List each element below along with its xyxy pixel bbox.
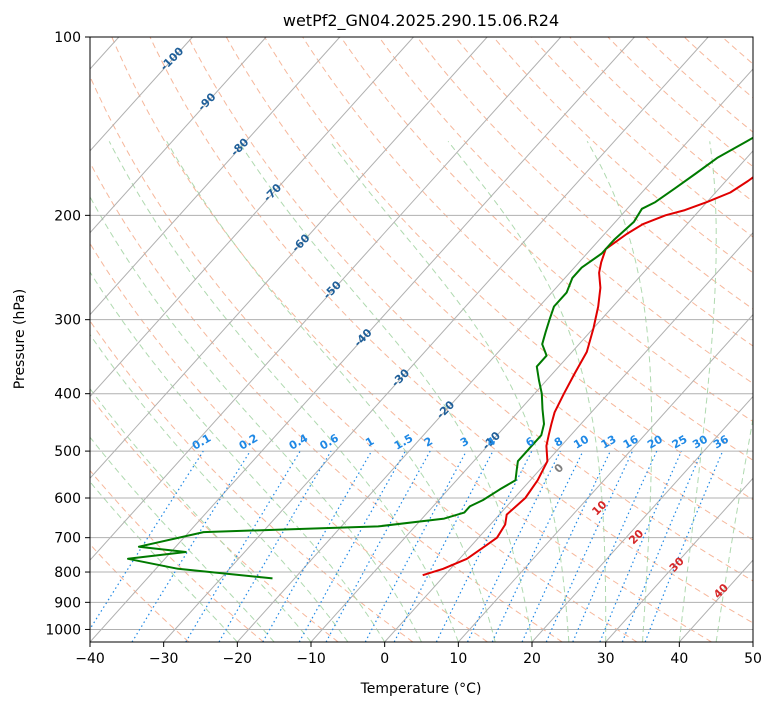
isotherm-line xyxy=(90,37,562,561)
dry-adiabat-line xyxy=(90,469,264,642)
x-tick-label: 10 xyxy=(449,651,467,667)
y-tick-label: 700 xyxy=(54,531,81,547)
mixing-ratio-line xyxy=(466,450,561,642)
y-tick-label: 900 xyxy=(54,595,81,611)
y-axis: 100 200 300 400 500 600 700 800 900 1000 xyxy=(45,30,90,638)
x-tick-label: 40 xyxy=(670,651,688,667)
chart-title: wetPf2_GN04.2025.290.15.06.R24 xyxy=(283,11,559,31)
y-tick-label: 800 xyxy=(54,565,81,581)
isotherm-line xyxy=(236,68,753,642)
temperature-trace xyxy=(422,176,753,577)
dry-adiabat-line xyxy=(416,37,753,347)
isotherm-line xyxy=(384,231,753,642)
mixing-ratio-line xyxy=(90,450,204,631)
dry-adiabat-line xyxy=(90,543,190,642)
mixing-ratio-line xyxy=(185,450,301,642)
mixing-ratio-line xyxy=(364,450,467,642)
y-tick-label: 100 xyxy=(54,30,81,46)
mixing-ratio-line xyxy=(131,450,251,642)
isotherm-line xyxy=(163,37,709,642)
isotherm-line xyxy=(90,37,635,642)
isotherm-line xyxy=(90,37,341,316)
mixing-ratio-line xyxy=(218,450,332,642)
x-tick-label: −20 xyxy=(223,651,253,667)
isotherm-line xyxy=(310,150,753,642)
isotherm-line xyxy=(531,395,753,642)
x-axis-title: Temperature (°C) xyxy=(360,681,482,697)
mixing-ratio-line xyxy=(491,450,584,642)
x-tick-label: 30 xyxy=(597,651,615,667)
dewpoint-trace xyxy=(127,136,753,580)
isotherm-line xyxy=(90,37,267,234)
mixing-ratio-line xyxy=(521,450,611,642)
x-tick-label: −40 xyxy=(75,651,105,667)
dry-adiabat-line xyxy=(90,395,339,642)
x-tick-label: 50 xyxy=(744,651,762,667)
y-axis-title: Pressure (hPa) xyxy=(12,289,28,389)
x-tick-label: 0 xyxy=(380,651,389,667)
isotherm-line xyxy=(605,477,753,642)
x-tick-label: 20 xyxy=(523,651,541,667)
plot-frame xyxy=(89,36,754,643)
isotherm-line xyxy=(90,37,488,480)
isotherm-line xyxy=(457,313,753,642)
dry-adiabat-line xyxy=(90,161,563,642)
isotherm-line xyxy=(90,37,193,152)
y-tick-label: 400 xyxy=(54,387,81,403)
x-tick-label: −10 xyxy=(296,651,326,667)
y-tick-label: 500 xyxy=(54,444,81,460)
y-tick-label: 1000 xyxy=(45,622,81,638)
isotherm-line xyxy=(90,37,414,398)
y-tick-label: 600 xyxy=(54,491,81,507)
y-tick-label: 300 xyxy=(54,313,81,329)
dry-adiabat-line xyxy=(454,37,753,310)
y-tick-label: 200 xyxy=(54,208,81,224)
dry-adiabat-line xyxy=(149,37,753,624)
x-axis: −40 −30 −20 −10 0 10 20 30 40 50 xyxy=(75,642,762,667)
x-tick-label: −30 xyxy=(149,651,179,667)
dry-adiabat-line xyxy=(90,242,488,642)
mixing-ratio-line xyxy=(325,450,431,642)
